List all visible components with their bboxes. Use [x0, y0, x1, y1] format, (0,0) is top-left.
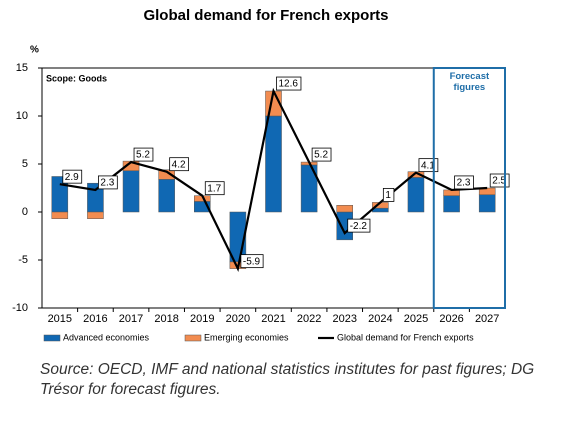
x-tick-label: 2023: [332, 313, 356, 325]
y-tick-label: -5: [18, 254, 28, 266]
line-label: 5.2: [133, 147, 154, 162]
data-label: 1.7: [207, 183, 221, 194]
x-tick-label: 2025: [404, 313, 428, 325]
bar-segment: [122, 170, 140, 213]
bar-segment: [372, 207, 389, 213]
bar-segment: [87, 211, 104, 219]
x-tick-label: 2015: [48, 313, 72, 325]
chart-title: Global demand for French exports: [143, 7, 388, 24]
legend-label: Global demand for French exports: [337, 332, 474, 342]
line-label: -2.2: [347, 218, 371, 233]
line-label: 2.3: [454, 175, 474, 190]
label-box: [454, 175, 474, 190]
label-box: [382, 187, 395, 202]
label-box: [133, 147, 154, 162]
bar-segment: [158, 179, 175, 213]
x-tick-label: 2027: [475, 313, 499, 325]
data-label: 2.3: [100, 178, 114, 189]
label-box: [98, 175, 118, 190]
forecast-label: Forecast figures: [449, 71, 490, 93]
label-box: [169, 157, 189, 172]
label-box: [62, 169, 83, 184]
data-label: 4.1: [421, 160, 435, 171]
line-label: 12.6: [276, 76, 302, 91]
label-box: [276, 76, 302, 91]
bar-segment: [336, 205, 353, 213]
data-label: 1: [385, 190, 391, 201]
x-tick-label: 2024: [368, 313, 392, 325]
legend-swatch: [43, 334, 61, 342]
source-note: Source: OECD, IMF and national statistic…: [40, 361, 535, 398]
line-label: 2.5: [489, 173, 510, 188]
legend-swatch: [184, 334, 202, 342]
data-label: 4.2: [172, 159, 186, 170]
label-box: [311, 147, 332, 162]
label-box: [204, 181, 225, 196]
data-label: -5.9: [243, 256, 261, 267]
line-label: 4.2: [169, 157, 189, 172]
data-label: 2.5: [492, 176, 506, 187]
x-tick-label: 2016: [83, 313, 107, 325]
bar-segment: [158, 169, 175, 180]
y-tick-label: 5: [22, 158, 28, 170]
data-label: 2.9: [65, 172, 79, 183]
data-label: 5.2: [136, 150, 150, 161]
bar-segment: [407, 177, 425, 213]
line-label: 1.7: [204, 181, 225, 196]
line-label: 4.1: [418, 158, 439, 173]
x-tick-label: 2018: [154, 313, 178, 325]
x-tick-label: 2021: [261, 313, 285, 325]
label-box: [347, 218, 371, 233]
bar-segment: [443, 195, 460, 213]
legend-label: Emerging economies: [204, 332, 289, 342]
bar-segment: [51, 211, 69, 219]
data-label: 5.2: [314, 150, 328, 161]
x-tick-label: 2026: [439, 313, 463, 325]
y-tick-label: 15: [16, 62, 28, 74]
scope-note: Scope: Goods: [46, 73, 107, 83]
line-label: 2.9: [62, 169, 83, 184]
y-tick-label: 0: [22, 206, 28, 218]
legend-label: Advanced economies: [63, 332, 150, 342]
forecast-box: [432, 67, 506, 309]
x-tick-label: 2019: [190, 313, 214, 325]
line-label: -5.9: [240, 254, 264, 269]
data-label: 12.6: [279, 79, 299, 90]
bar-segment: [265, 115, 282, 213]
y-tick-label: -10: [12, 302, 28, 314]
forecast-wrap: Forecast figures: [449, 71, 490, 93]
data-label: -2.2: [350, 221, 368, 232]
line-label: 1: [382, 187, 395, 202]
label-box: [240, 254, 264, 269]
x-tick-label: 2020: [226, 313, 250, 325]
chart: Global demand for French exports % Scope…: [12, 7, 510, 342]
line-label: 5.2: [311, 147, 332, 162]
bar-segment: [478, 194, 496, 213]
line-label: 2.3: [98, 175, 118, 190]
x-tick-label: 2017: [119, 313, 143, 325]
y-unit: %: [30, 45, 39, 56]
data-label: 2.3: [457, 178, 471, 189]
y-tick-label: 10: [16, 110, 28, 122]
line-series: [59, 87, 488, 273]
x-tick-label: 2022: [297, 313, 321, 325]
